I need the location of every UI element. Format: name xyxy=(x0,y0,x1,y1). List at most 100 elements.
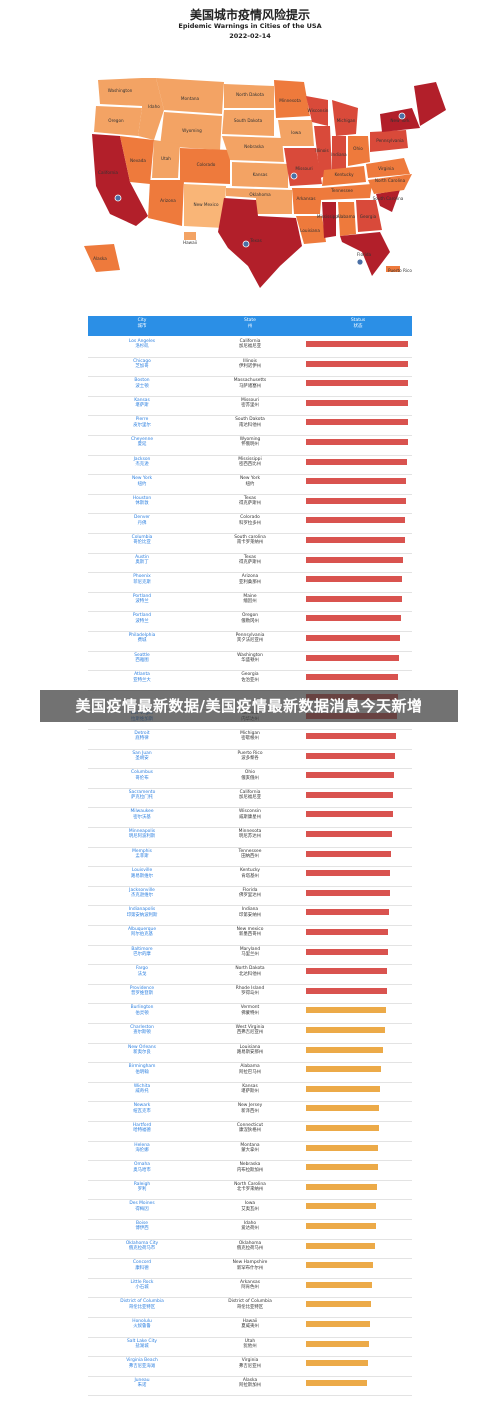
city-cell[interactable]: Portland 波特兰 xyxy=(88,594,196,605)
city-name-en[interactable]: Boston xyxy=(134,378,150,384)
city-name-zh[interactable]: 洛杉矶 xyxy=(135,344,149,350)
city-cell[interactable]: Providence 普罗维登斯 xyxy=(88,986,196,997)
city-name-zh[interactable]: 波特兰 xyxy=(135,618,149,624)
city-name-zh[interactable]: 俄克拉荷马市 xyxy=(128,1246,156,1251)
city-name-en[interactable]: Minneapolis xyxy=(128,829,156,834)
city-name-en[interactable]: Helena xyxy=(134,1142,150,1148)
city-name-zh[interactable]: 哥伦比亚特区 xyxy=(128,1304,156,1310)
city-name-zh[interactable]: 杰克逊 xyxy=(135,462,149,467)
city-cell[interactable]: Charleston 查尔斯顿 xyxy=(88,1025,196,1036)
city-cell[interactable]: Concord 康科德 xyxy=(88,1260,196,1271)
city-name-zh[interactable]: 明尼阿波利斯 xyxy=(128,834,156,840)
city-name-en[interactable]: Boise xyxy=(136,1221,148,1226)
city-name-zh[interactable]: 底特律 xyxy=(135,736,149,742)
city-name-en[interactable]: Seattle xyxy=(134,652,150,658)
city-name-zh[interactable]: 小石城 xyxy=(135,1285,149,1291)
city-cell[interactable]: Baltimore 巴尔的摩 xyxy=(88,947,196,958)
city-name-en[interactable]: Juneau xyxy=(134,1377,150,1383)
city-name-en[interactable]: Columbus xyxy=(131,770,153,776)
city-name-zh[interactable]: 孟菲斯 xyxy=(135,854,149,859)
city-cell[interactable]: Oklahoma City 俄克拉荷马市 xyxy=(88,1241,196,1252)
city-name-en[interactable]: Louisville xyxy=(131,868,153,874)
city-name-zh[interactable]: 波特兰 xyxy=(135,599,149,605)
city-name-en[interactable]: Chicago xyxy=(133,358,151,364)
city-name-zh[interactable]: 哥伦比亚 xyxy=(133,540,151,546)
city-cell[interactable]: Sacramento 萨克拉门托 xyxy=(88,790,196,801)
city-cell[interactable]: Omaha 奥马哈市 xyxy=(88,1162,196,1173)
city-name-zh[interactable]: 弗吉尼亚海滩 xyxy=(128,1363,156,1369)
city-name-en[interactable]: Portland xyxy=(132,593,152,599)
city-name-en[interactable]: Oklahoma City xyxy=(125,1240,159,1246)
city-name-en[interactable]: Wichita xyxy=(133,1083,151,1089)
city-cell[interactable]: New Orleans 新奥尔良 xyxy=(88,1045,196,1056)
city-name-en[interactable]: Salt Lake City xyxy=(126,1338,158,1344)
city-name-zh[interactable]: 波士顿 xyxy=(135,383,149,389)
city-name-en[interactable]: Concord xyxy=(132,1260,152,1266)
city-cell[interactable]: Virginia Beach 弗吉尼亚海滩 xyxy=(88,1358,196,1369)
city-name-zh[interactable]: 费城 xyxy=(137,638,147,644)
city-name-en[interactable]: Cheyenne xyxy=(130,437,154,442)
city-cell[interactable]: Wichita 威奇托 xyxy=(88,1084,196,1095)
city-cell[interactable]: Hartford 哈特福德 xyxy=(88,1123,196,1134)
city-name-en[interactable]: Birmingham xyxy=(128,1064,156,1070)
city-cell[interactable]: Minneapolis 明尼阿波利斯 xyxy=(88,829,196,840)
city-name-zh[interactable]: 伯灵顿 xyxy=(135,1010,149,1016)
city-name-zh[interactable]: 新奥尔良 xyxy=(133,1050,151,1055)
city-name-zh[interactable]: 堪萨斯 xyxy=(135,403,149,409)
city-cell[interactable]: Little Rock 小石城 xyxy=(88,1280,196,1291)
city-name-en[interactable]: Honolulu xyxy=(132,1319,152,1324)
city-name-zh[interactable]: 海伦娜 xyxy=(135,1148,149,1153)
city-cell[interactable]: Philadelphia 费城 xyxy=(88,633,196,644)
city-name-zh[interactable]: 西雅图 xyxy=(135,658,149,663)
city-cell[interactable]: Columbus 哥伦布 xyxy=(88,770,196,781)
city-name-en[interactable]: Detroit xyxy=(134,731,150,736)
city-name-en[interactable]: Philadelphia xyxy=(128,633,156,638)
city-name-zh[interactable]: 阿尔伯克基 xyxy=(131,932,153,938)
city-name-en[interactable]: Hartford xyxy=(132,1123,152,1128)
city-name-zh[interactable]: 朱诺 xyxy=(137,1383,147,1389)
city-name-en[interactable]: Providence xyxy=(129,985,155,991)
city-name-en[interactable]: San Juan xyxy=(132,750,152,756)
city-cell[interactable]: Austin 奥斯丁 xyxy=(88,555,196,566)
city-name-zh[interactable]: 圣胡安 xyxy=(135,756,149,761)
city-name-zh[interactable]: 丹佛 xyxy=(137,520,147,526)
city-cell[interactable]: Boise 博伊西 xyxy=(88,1221,196,1232)
city-name-zh[interactable]: 菲尼克斯 xyxy=(133,579,151,585)
city-cell[interactable]: Honolulu 火奴鲁鲁 xyxy=(88,1319,196,1330)
city-name-en[interactable]: Kansas xyxy=(134,397,150,403)
city-cell[interactable]: Indianapolis 印第安纳波利斯 xyxy=(88,907,196,918)
city-name-zh[interactable]: 哥伦布 xyxy=(135,775,149,781)
city-name-zh[interactable]: 奥斯丁 xyxy=(135,560,149,565)
city-name-zh[interactable]: 亚特兰大 xyxy=(133,677,151,683)
city-cell[interactable]: Kansas 堪萨斯 xyxy=(88,398,196,409)
city-name-en[interactable]: Denver xyxy=(134,515,150,521)
city-cell[interactable]: Boston 波士顿 xyxy=(88,378,196,389)
city-name-en[interactable]: Portland xyxy=(132,613,152,619)
city-name-en[interactable]: Little Rock xyxy=(130,1279,154,1285)
city-cell[interactable]: Milwaukee 密尔沃基 xyxy=(88,809,196,820)
city-cell[interactable]: New York 纽约 xyxy=(88,476,196,487)
city-cell[interactable]: Juneau 朱诺 xyxy=(88,1378,196,1389)
city-cell[interactable]: Seattle 西雅图 xyxy=(88,653,196,664)
city-name-en[interactable]: Omaha xyxy=(134,1162,150,1168)
city-name-zh[interactable]: 威奇托 xyxy=(135,1089,149,1095)
city-cell[interactable]: Burlington 伯灵顿 xyxy=(88,1005,196,1016)
city-name-zh[interactable]: 盐湖城 xyxy=(135,1344,149,1349)
city-name-en[interactable]: Columbia xyxy=(131,535,153,540)
city-cell[interactable]: Birmingham 伯明翰 xyxy=(88,1064,196,1075)
city-cell[interactable]: Newark 纽瓦克市 xyxy=(88,1103,196,1114)
city-name-en[interactable]: Memphis xyxy=(132,848,152,854)
city-cell[interactable]: Portland 波特兰 xyxy=(88,613,196,624)
city-name-zh[interactable]: 杰克逊维尔 xyxy=(131,893,153,899)
city-name-zh[interactable]: 印第安纳波利斯 xyxy=(126,912,158,918)
city-name-en[interactable]: New Orleans xyxy=(128,1044,156,1050)
city-name-zh[interactable]: 纽约 xyxy=(137,481,147,487)
city-name-en[interactable]: District of Columbia xyxy=(120,1299,164,1305)
city-name-en[interactable]: Indianapolis xyxy=(128,907,156,913)
city-name-zh[interactable]: 密尔沃基 xyxy=(133,814,151,820)
city-name-zh[interactable]: 哈特福德 xyxy=(133,1128,151,1134)
city-cell[interactable]: District of Columbia 哥伦比亚特区 xyxy=(88,1299,196,1310)
city-cell[interactable]: Louisville 路易斯维尔 xyxy=(88,868,196,879)
city-cell[interactable]: Des Moines 得梅因 xyxy=(88,1201,196,1212)
city-name-en[interactable]: Los Angeles xyxy=(128,339,156,344)
